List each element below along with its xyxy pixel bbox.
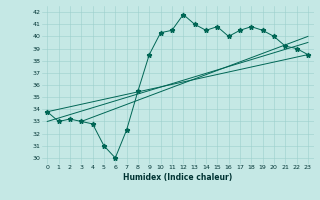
X-axis label: Humidex (Indice chaleur): Humidex (Indice chaleur) <box>123 173 232 182</box>
